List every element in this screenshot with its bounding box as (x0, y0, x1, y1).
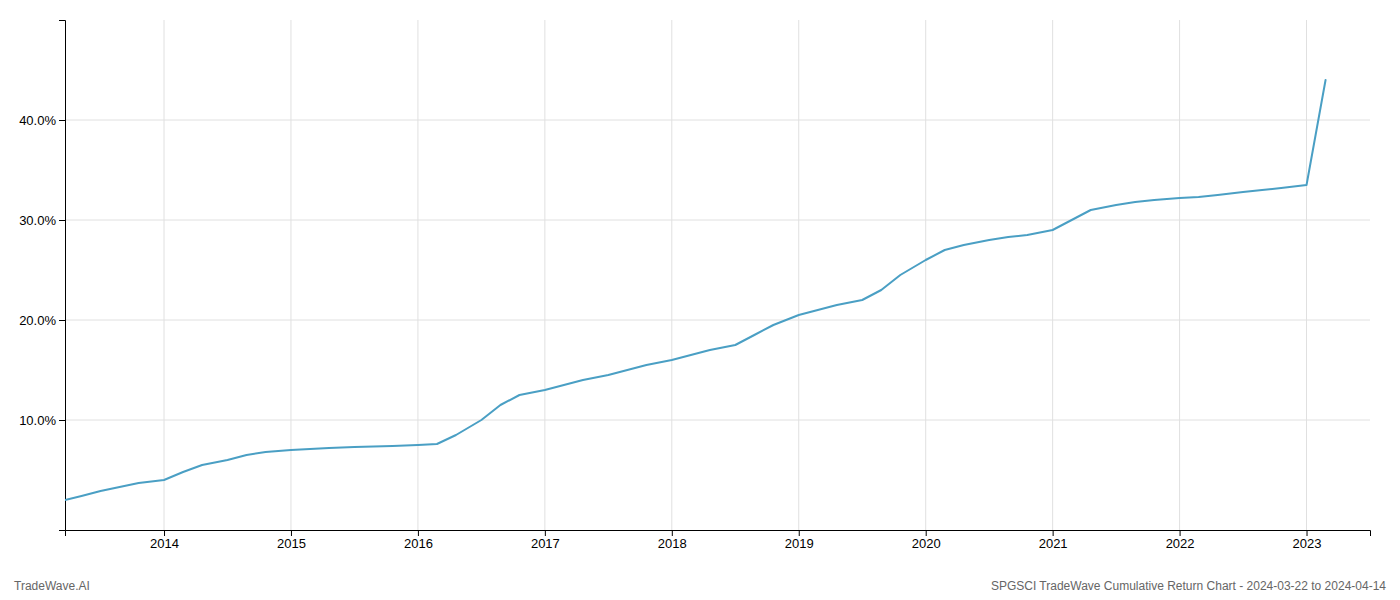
tick: 2017 (531, 530, 560, 551)
tick-mark (545, 530, 546, 536)
tick-label: 2015 (277, 536, 306, 551)
tick-label: 40.0% (19, 113, 56, 128)
tick-label: 2016 (404, 536, 433, 551)
tick-label: 2018 (658, 536, 687, 551)
tick: 2019 (785, 530, 814, 551)
tick: 2023 (1293, 530, 1322, 551)
axis-line (59, 21, 66, 531)
tick-mark (799, 530, 800, 536)
footer: TradeWave.AI (14, 579, 90, 593)
line (65, 80, 1326, 500)
grid-line (417, 20, 418, 530)
tick: 20.0% (19, 313, 65, 328)
footer: SPGSCI TradeWave Cumulative Return Chart… (991, 579, 1386, 593)
grid-line (65, 420, 1370, 421)
tick: 40.0% (19, 113, 65, 128)
tick-label: 2021 (1039, 536, 1068, 551)
grid (65, 20, 1370, 530)
tick-label: 2019 (785, 536, 814, 551)
tick: 2021 (1039, 530, 1068, 551)
x-axis: 2014 2015 2016 2017 2018 2019 2020 2021 2022 2023 (66, 530, 1371, 551)
tick-mark (418, 530, 419, 536)
tick-mark (164, 530, 165, 536)
tick: 2015 (277, 530, 306, 551)
tick: 2016 (404, 530, 433, 551)
tick: 10.0% (19, 413, 65, 428)
tick: 2018 (658, 530, 687, 551)
grid-line (65, 120, 1370, 121)
tick: 2014 (150, 530, 179, 551)
tick: 2020 (912, 530, 941, 551)
tick-label: 10.0% (19, 413, 56, 428)
tick-mark (59, 120, 65, 121)
tick: 30.0% (19, 213, 65, 228)
tick-mark (1053, 530, 1054, 536)
tick-mark (59, 220, 65, 221)
tick-mark (926, 530, 927, 536)
y-axis: 10.0% 20.0% 30.0% 40.0% (19, 21, 65, 531)
tick-mark (291, 530, 292, 536)
grid-line (1306, 20, 1307, 530)
tick-label: 2017 (531, 536, 560, 551)
tick-mark (1180, 530, 1181, 536)
grid-line (65, 220, 1370, 221)
plot: 2014 2015 2016 2017 2018 2019 2020 2021 2022 2023… (19, 20, 1370, 551)
tick-mark (672, 530, 673, 536)
grid-line (65, 320, 1370, 321)
grid-line (544, 20, 545, 530)
tick-mark (1307, 530, 1308, 536)
tick: 2022 (1166, 530, 1195, 551)
tick-label: 2022 (1166, 536, 1195, 551)
grid-line (671, 20, 672, 530)
tick-label: 2023 (1293, 536, 1322, 551)
grid-line (1052, 20, 1053, 530)
tick-label: 2014 (150, 536, 179, 551)
grid-line (1179, 20, 1180, 530)
tick-label: 20.0% (19, 313, 56, 328)
grid-line (164, 20, 165, 530)
grid-line (290, 20, 291, 530)
tick-label: 30.0% (19, 213, 56, 228)
tick-label: 2020 (912, 536, 941, 551)
grid-line (798, 20, 799, 530)
chart: 2014 2015 2016 2017 2018 2019 2020 2021 2022 2023… (0, 0, 1400, 600)
tick-mark (59, 320, 65, 321)
axis-line (66, 531, 1371, 537)
grid-line (925, 20, 926, 530)
tick-mark (59, 420, 65, 421)
marks (65, 80, 1326, 500)
